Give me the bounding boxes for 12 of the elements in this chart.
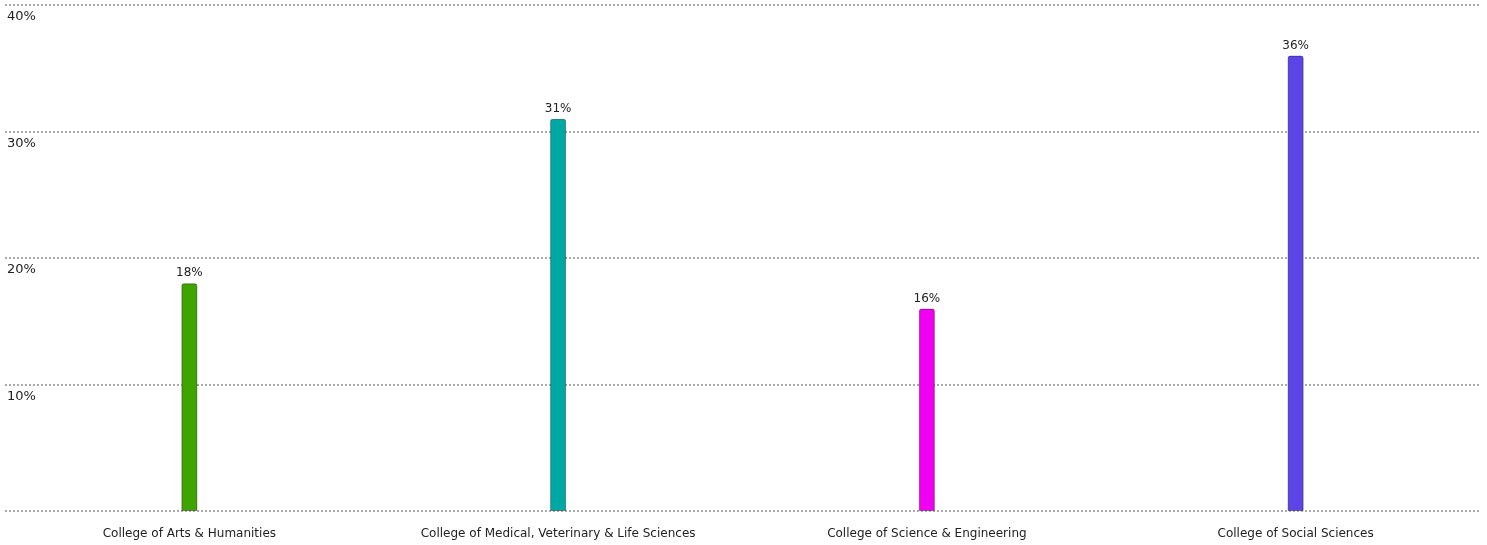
x-tick-label: College of Social Sciences bbox=[1217, 526, 1374, 540]
y-tick-label: 30% bbox=[7, 134, 36, 150]
x-tick-label: College of Medical, Veterinary & Life Sciences bbox=[420, 526, 696, 540]
data-label: 16% bbox=[913, 290, 941, 305]
y-tick-label: 10% bbox=[7, 387, 36, 403]
y-tick-label: 40% bbox=[7, 8, 36, 23]
data-label: 18% bbox=[176, 265, 203, 280]
x-tick-label: College of Arts & Humanities bbox=[102, 526, 277, 540]
y-tick-label: 20% bbox=[7, 261, 36, 276]
data-label: 31% bbox=[544, 100, 572, 115]
data-label: 36% bbox=[1282, 37, 1309, 52]
x-tick-label: College of Science & Engineering bbox=[827, 526, 1027, 540]
